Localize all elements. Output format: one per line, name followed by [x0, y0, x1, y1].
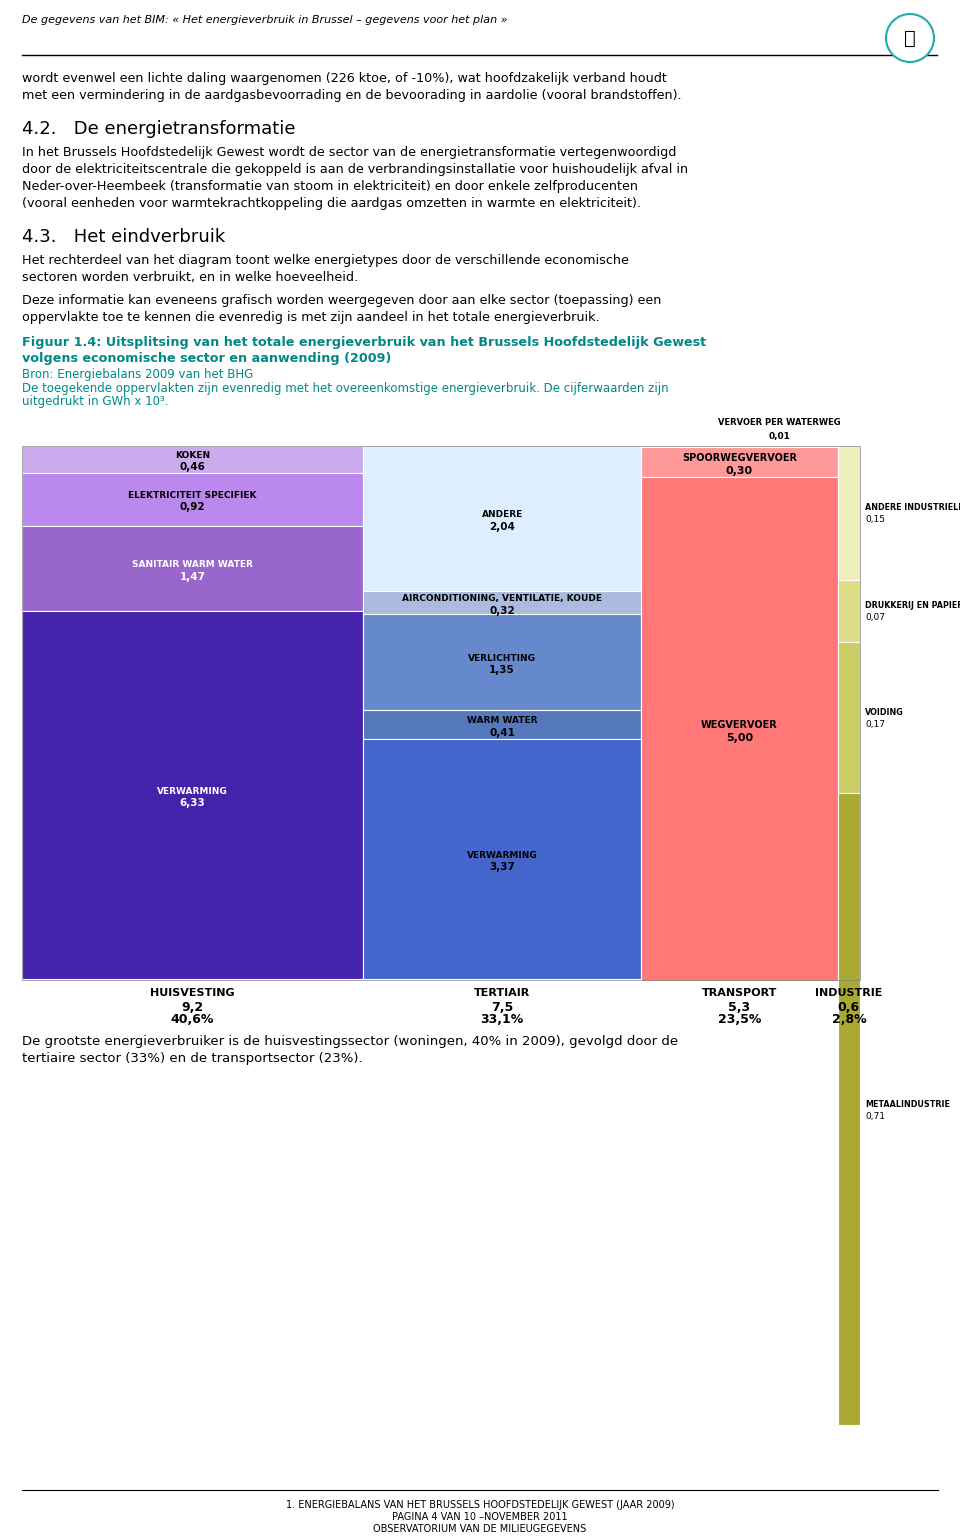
- Circle shape: [886, 14, 934, 62]
- Text: volgens economische sector en aanwending (2009): volgens economische sector en aanwending…: [22, 352, 392, 365]
- Text: TERTIAIR: TERTIAIR: [474, 988, 530, 997]
- Text: De gegevens van het BIM: « Het energieverbruik in Brussel – gegevens voor het pl: De gegevens van het BIM: « Het energieve…: [22, 15, 508, 25]
- Bar: [363, 709, 641, 739]
- Bar: [838, 642, 860, 793]
- Text: KOKEN: KOKEN: [175, 451, 210, 460]
- Text: 🌳: 🌳: [904, 29, 916, 48]
- Text: ANDERE INDUSTRIELE SECTOREN: ANDERE INDUSTRIELE SECTOREN: [865, 503, 960, 512]
- Text: 0,41: 0,41: [490, 728, 516, 737]
- Text: met een vermindering in de aardgasbevoorrading en de bevoorading in aardolie (vo: met een vermindering in de aardgasbevoor…: [22, 89, 682, 102]
- Text: 5,00: 5,00: [726, 733, 753, 743]
- Text: 0,46: 0,46: [180, 462, 205, 472]
- Text: INDUSTRIE: INDUSTRIE: [815, 988, 882, 997]
- Text: oppervlakte toe te kennen die evenredig is met zijn aandeel in het totale energi: oppervlakte toe te kennen die evenredig …: [22, 311, 600, 325]
- Text: VERWARMING: VERWARMING: [157, 786, 228, 796]
- Text: AIRCONDITIONING, VENTILATIE, KOUDE: AIRCONDITIONING, VENTILATIE, KOUDE: [402, 594, 602, 603]
- Bar: [838, 580, 860, 642]
- Text: 2,04: 2,04: [490, 522, 516, 531]
- Text: 33,1%: 33,1%: [481, 1013, 524, 1027]
- Text: door de elektriciteitscentrale die gekoppeld is aan de verbrandingsinstallatie v: door de elektriciteitscentrale die gekop…: [22, 163, 688, 175]
- Text: ANDERE: ANDERE: [482, 509, 523, 519]
- Text: Deze informatie kan eveneens grafisch worden weergegeven door aan elke sector (t: Deze informatie kan eveneens grafisch wo…: [22, 294, 661, 306]
- Text: wordt evenwel een lichte daling waargenomen (226 ktoe, of -10%), wat hoofdzakeli: wordt evenwel een lichte daling waargeno…: [22, 72, 667, 85]
- Text: TRANSPORT: TRANSPORT: [702, 988, 778, 997]
- Bar: [22, 446, 363, 472]
- Text: 0,92: 0,92: [180, 502, 205, 512]
- Text: 0,01: 0,01: [769, 432, 790, 442]
- Text: 0,07: 0,07: [865, 613, 885, 622]
- Text: 23,5%: 23,5%: [718, 1013, 761, 1027]
- Text: 1. ENERGIEBALANS VAN HET BRUSSELS HOOFDSTEDELIJK GEWEST (JAAR 2009): 1. ENERGIEBALANS VAN HET BRUSSELS HOOFDS…: [286, 1501, 674, 1510]
- Text: VERWARMING: VERWARMING: [467, 851, 538, 860]
- Bar: [22, 526, 363, 611]
- Bar: [363, 446, 641, 591]
- Text: OBSERVATORIUM VAN DE MILIEUGEGEVENS: OBSERVATORIUM VAN DE MILIEUGEGEVENS: [373, 1524, 587, 1534]
- Bar: [22, 611, 363, 979]
- Text: In het Brussels Hoofdstedelijk Gewest wordt de sector van de energietransformati: In het Brussels Hoofdstedelijk Gewest wo…: [22, 146, 677, 159]
- Bar: [22, 446, 860, 980]
- Text: 0,71: 0,71: [865, 1111, 885, 1120]
- Bar: [363, 614, 641, 709]
- Text: DRUKKERIJ EN PAPIER: DRUKKERIJ EN PAPIER: [865, 602, 960, 609]
- Text: Figuur 1.4: Uitsplitsing van het totale energieverbruik van het Brussels Hoofdst: Figuur 1.4: Uitsplitsing van het totale …: [22, 336, 707, 349]
- Text: Het rechterdeel van het diagram toont welke energietypes door de verschillende e: Het rechterdeel van het diagram toont we…: [22, 254, 629, 266]
- Text: sectoren worden verbruikt, en in welke hoeveelheid.: sectoren worden verbruikt, en in welke h…: [22, 271, 358, 285]
- Bar: [22, 472, 363, 526]
- Bar: [641, 477, 838, 980]
- Text: 40,6%: 40,6%: [171, 1013, 214, 1027]
- Bar: [838, 446, 860, 580]
- Text: Bron: Energiebalans 2009 van het BHG: Bron: Energiebalans 2009 van het BHG: [22, 368, 253, 382]
- Text: 0,17: 0,17: [865, 720, 885, 729]
- Text: 0,15: 0,15: [865, 516, 885, 525]
- Text: WEGVERVOER: WEGVERVOER: [701, 720, 778, 729]
- Text: tertiaire sector (33%) en de transportsector (23%).: tertiaire sector (33%) en de transportse…: [22, 1053, 363, 1065]
- Text: METAALINDUSTRIE: METAALINDUSTRIE: [865, 1099, 949, 1108]
- Text: 7,5: 7,5: [492, 1000, 514, 1014]
- Text: WARM WATER: WARM WATER: [467, 716, 538, 725]
- Text: 2,8%: 2,8%: [831, 1013, 866, 1027]
- Text: PAGINA 4 VAN 10 –NOVEMBER 2011: PAGINA 4 VAN 10 –NOVEMBER 2011: [393, 1511, 567, 1522]
- Text: 0,30: 0,30: [726, 466, 753, 476]
- Text: 5,3: 5,3: [729, 1000, 751, 1014]
- Text: VOIDING: VOIDING: [865, 708, 903, 717]
- Text: 0,32: 0,32: [490, 606, 516, 616]
- Bar: [838, 793, 860, 1425]
- Text: 0,6: 0,6: [838, 1000, 860, 1014]
- Bar: [363, 591, 641, 614]
- Text: 3,37: 3,37: [490, 862, 516, 873]
- Text: 1,47: 1,47: [180, 573, 205, 582]
- Text: De toegekende oppervlakten zijn evenredig met het overeenkomstige energieverbrui: De toegekende oppervlakten zijn evenredi…: [22, 382, 668, 396]
- Text: SPOORWEGVERVOER: SPOORWEGVERVOER: [682, 452, 797, 463]
- Text: (vooral eenheden voor warmtekrachtkoppeling die aardgas omzetten in warmte en el: (vooral eenheden voor warmtekrachtkoppel…: [22, 197, 641, 209]
- Text: HUISVESTING: HUISVESTING: [151, 988, 235, 997]
- Text: De grootste energieverbruiker is de huisvestingssector (woningen, 40% in 2009), : De grootste energieverbruiker is de huis…: [22, 1036, 678, 1048]
- Text: VERLICHTING: VERLICHTING: [468, 654, 537, 663]
- Text: Neder-over-Heembeek (transformatie van stoom in elektriciteit) en door enkele ze: Neder-over-Heembeek (transformatie van s…: [22, 180, 638, 192]
- Bar: [641, 446, 838, 477]
- Text: ELEKTRICITEIT SPECIFIEK: ELEKTRICITEIT SPECIFIEK: [129, 491, 257, 500]
- Text: VERVOER PER WATERWEG: VERVOER PER WATERWEG: [718, 419, 841, 426]
- Text: 4.3.   Het eindverbruik: 4.3. Het eindverbruik: [22, 228, 226, 246]
- Text: uitgedrukt in GWh x 10³.: uitgedrukt in GWh x 10³.: [22, 396, 169, 408]
- Text: 4.2.   De energietransformatie: 4.2. De energietransformatie: [22, 120, 296, 139]
- Text: SANITAIR WARM WATER: SANITAIR WARM WATER: [132, 560, 253, 569]
- Text: 1,35: 1,35: [490, 665, 516, 676]
- Bar: [363, 739, 641, 979]
- Text: 9,2: 9,2: [181, 1000, 204, 1014]
- Text: 6,33: 6,33: [180, 799, 205, 808]
